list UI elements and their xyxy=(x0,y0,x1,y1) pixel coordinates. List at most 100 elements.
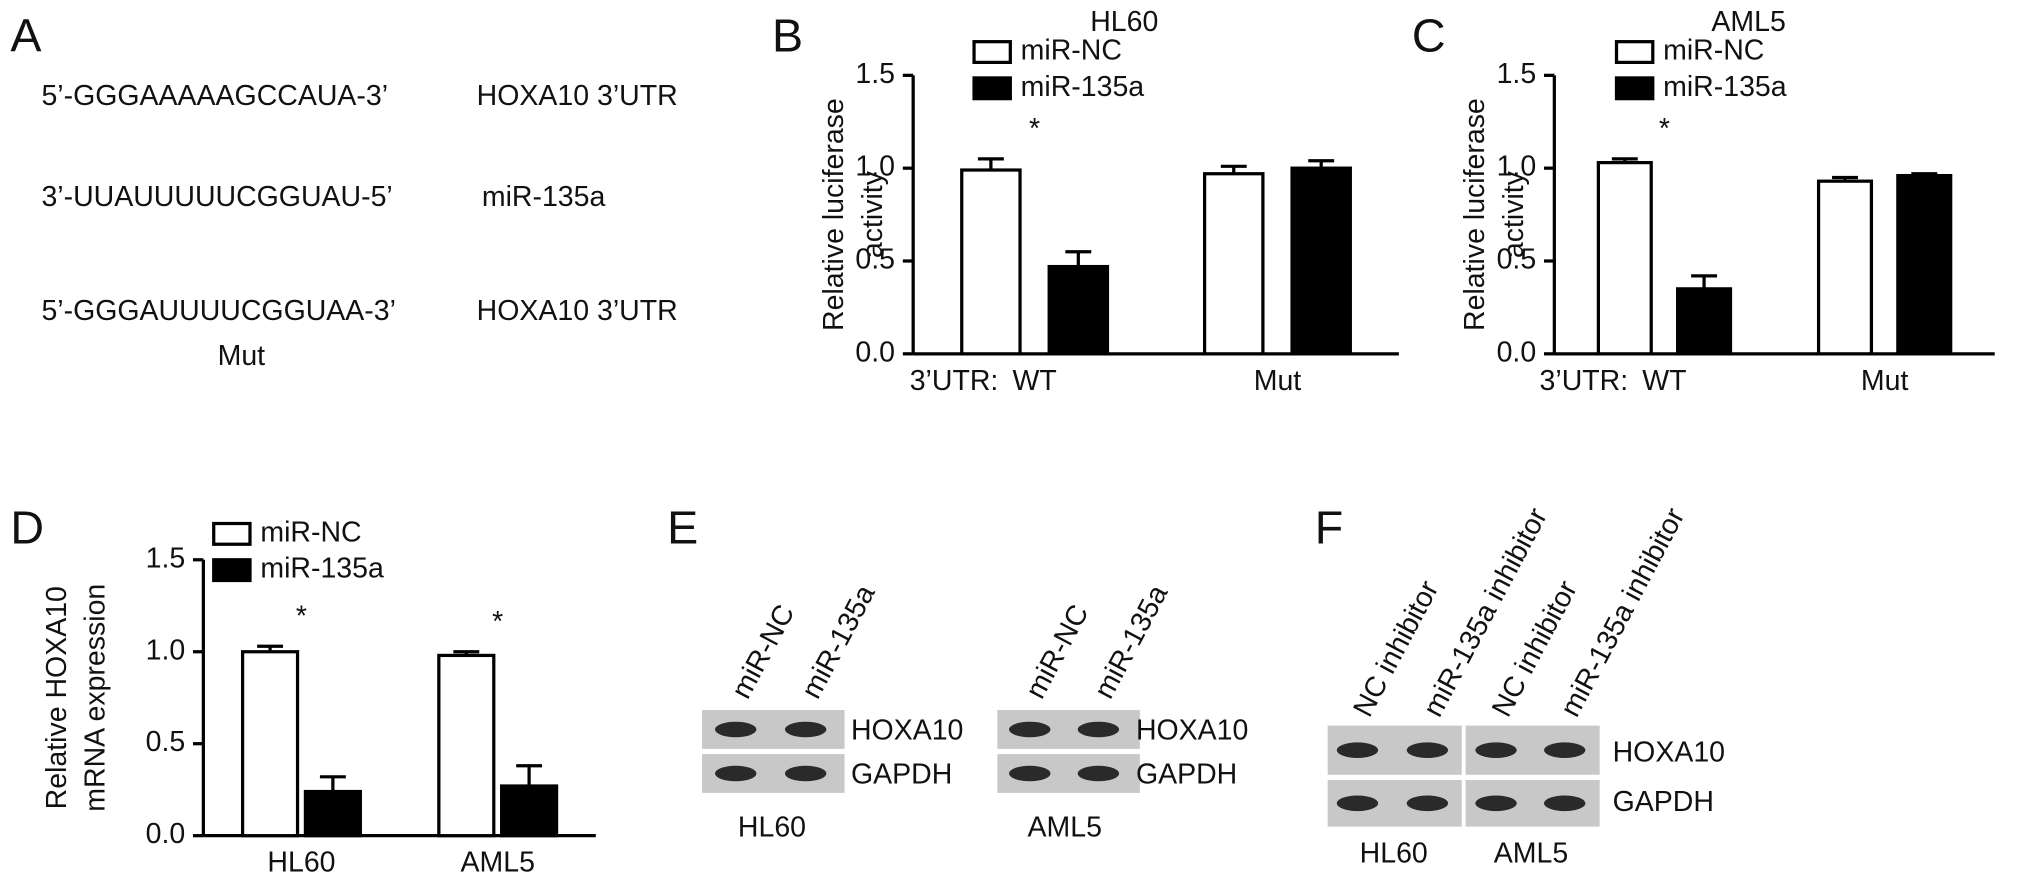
blot-band xyxy=(1406,795,1449,812)
bar xyxy=(1896,173,1953,356)
y-tick-label: 1.0 xyxy=(146,634,186,666)
bar xyxy=(240,650,300,838)
y-tick-label: 1.0 xyxy=(1497,151,1537,183)
error-bar xyxy=(319,775,346,792)
cell-label: HL60 xyxy=(738,812,806,844)
y-tick-label: 1.5 xyxy=(146,542,186,574)
chart-title: HL60 xyxy=(1090,6,1158,38)
y-tick-label: 0.5 xyxy=(1497,244,1537,276)
error-bar xyxy=(1691,274,1718,289)
error-bar xyxy=(1611,157,1638,163)
cell-label: HL60 xyxy=(1360,838,1428,870)
annotation: * xyxy=(296,600,307,632)
x-tick-label: Mut xyxy=(1254,365,1302,397)
x-tick-label: HL60 xyxy=(267,847,335,879)
protein-label: GAPDH xyxy=(851,759,952,791)
y-tick-label: 0.0 xyxy=(855,336,895,368)
y-axis-label: activity xyxy=(857,170,889,258)
y-tick-label: 0.0 xyxy=(146,818,186,850)
bar xyxy=(500,784,559,838)
bar xyxy=(960,168,1022,356)
error-bar xyxy=(257,644,284,652)
y-tick-label: 1.5 xyxy=(1497,58,1537,90)
cell-label: AML5 xyxy=(1028,812,1102,844)
sequence: 5’-GGGAUUUUCGGUAA-3’ xyxy=(41,295,396,327)
blot-band xyxy=(1336,742,1379,758)
blot-band xyxy=(784,765,827,782)
y-tick-label: 0.5 xyxy=(855,244,895,276)
sequence-label: HOXA10 3’UTR xyxy=(477,80,678,112)
blot-band xyxy=(714,765,757,782)
y-axis-label: Relative luciferase xyxy=(818,98,850,331)
bar xyxy=(1596,160,1653,356)
error-bar xyxy=(453,650,480,656)
bar xyxy=(1290,166,1352,356)
y-tick-label: 1.0 xyxy=(855,151,895,183)
panel-label: E xyxy=(667,502,698,554)
y-axis-label: activity xyxy=(1498,170,1530,258)
y-tick-label: 0.0 xyxy=(1497,336,1537,368)
bar xyxy=(1676,287,1733,356)
legend-label: miR-135a xyxy=(1663,71,1787,103)
sequence-label: HOXA10 3’UTR xyxy=(477,295,678,327)
panel-label: D xyxy=(10,502,44,554)
protein-label: HOXA10 xyxy=(1613,737,1725,769)
bar xyxy=(303,789,362,838)
x-tick-label: Mut xyxy=(1861,365,1909,397)
blot-band xyxy=(1406,742,1449,758)
annotation: * xyxy=(1659,113,1670,145)
legend-label: miR-NC xyxy=(1021,35,1122,67)
annotation: * xyxy=(1029,113,1040,145)
panel-label: C xyxy=(1412,9,1446,61)
error-bar xyxy=(516,764,543,787)
legend-label: miR-135a xyxy=(260,553,384,585)
panel-label: F xyxy=(1315,502,1343,554)
y-axis-label: Relative HOXA10 xyxy=(41,586,73,809)
legend-swatch xyxy=(212,521,252,546)
legend-swatch xyxy=(972,40,1012,65)
panel-label: A xyxy=(10,9,41,61)
sequence-label: miR-135a xyxy=(482,181,606,213)
sequence: 3’-UUAUUUUUCGGUAU-5’ xyxy=(41,181,392,213)
protein-label: HOXA10 xyxy=(851,715,963,747)
y-axis-label: mRNA expression xyxy=(80,584,112,812)
chart-title: AML5 xyxy=(1711,6,1785,38)
blot-band xyxy=(1475,742,1517,758)
blot-band xyxy=(1336,795,1379,812)
y-axis-label: Relative luciferase xyxy=(1459,98,1491,331)
blot-band xyxy=(784,721,827,738)
legend-swatch xyxy=(972,76,1012,101)
error-bar xyxy=(1308,159,1335,169)
sequence: 5’-GGGAAAAAGCCAUA-3’ xyxy=(41,80,388,112)
error-bar xyxy=(1832,175,1858,182)
error-bar xyxy=(1220,164,1247,174)
blot-band xyxy=(1543,795,1586,812)
x-prefix: 3’UTR: xyxy=(1540,365,1629,397)
blot-band xyxy=(1009,721,1051,738)
blot-band xyxy=(714,721,757,738)
legend-label: miR-NC xyxy=(1663,35,1764,67)
error-bar xyxy=(1911,172,1938,176)
panel-label: B xyxy=(772,9,803,61)
bar xyxy=(1816,179,1874,356)
x-prefix: 3’UTR: xyxy=(910,365,999,397)
blot-band xyxy=(1009,765,1051,782)
x-tick-label: AML5 xyxy=(461,847,535,879)
legend-swatch xyxy=(1614,40,1655,65)
blot-band xyxy=(1077,721,1120,738)
blot-band xyxy=(1543,742,1586,758)
y-tick-label: 1.5 xyxy=(855,58,895,90)
error-bar xyxy=(977,157,1004,171)
x-tick-label: WT xyxy=(1012,365,1056,397)
protein-label: HOXA10 xyxy=(1136,715,1248,747)
legend-label: miR-NC xyxy=(260,516,361,548)
bar xyxy=(437,653,496,838)
error-bar xyxy=(1065,250,1092,267)
sequence-note: Mut xyxy=(218,340,266,372)
bar xyxy=(1202,172,1265,356)
legend-label: miR-135a xyxy=(1021,71,1145,103)
blot-band xyxy=(1475,795,1517,812)
bar xyxy=(1047,264,1110,356)
protein-label: GAPDH xyxy=(1613,786,1714,818)
